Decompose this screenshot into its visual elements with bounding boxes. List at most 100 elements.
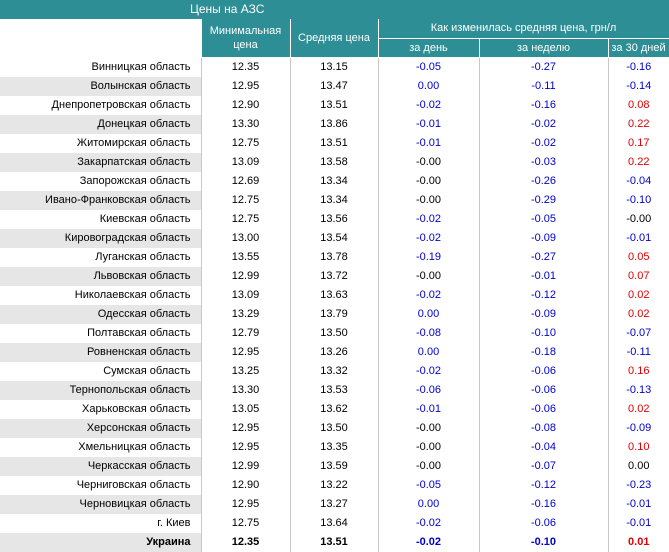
day-change-cell: -0.05 bbox=[377, 476, 479, 495]
month-change-cell: -0.13 bbox=[607, 381, 669, 400]
region-name: Николаевская область bbox=[74, 289, 191, 301]
table-row: Житомирская область 12.75 13.51 -0.01 -0.02 0… bbox=[0, 134, 669, 153]
avg-price-cell: 13.51 bbox=[289, 96, 378, 115]
week-change-cell: -0.02 bbox=[478, 115, 608, 134]
table-row: г. Киев 12.75 13.64 -0.02 -0.06 -0.01 bbox=[0, 514, 669, 533]
month-change-cell: 0.16 bbox=[607, 362, 669, 381]
week-change-cell: -0.27 bbox=[478, 57, 608, 77]
month-change-cell: 0.22 bbox=[607, 115, 669, 134]
region-name: Киевская область bbox=[99, 213, 191, 225]
month-change-cell: 0.02 bbox=[607, 286, 669, 305]
month-change-cell: 0.00 bbox=[607, 457, 669, 476]
avg-price-header: Средняя цена bbox=[290, 19, 379, 58]
table-row: Полтавская область 12.79 13.50 -0.08 -0.10 -0… bbox=[0, 324, 669, 343]
region-name: Ивано-Франковская область bbox=[0, 191, 201, 210]
day-change-cell: -0.02 bbox=[377, 210, 479, 229]
region-name: Ровненская область bbox=[0, 343, 201, 362]
month-change-cell: -0.23 bbox=[607, 476, 669, 495]
table-row: Донецкая область 13.30 13.86 -0.01 -0.02 0.22 bbox=[0, 115, 669, 134]
table-row: Черкасская область 12.99 13.59 -0.00 -0.07 0.… bbox=[0, 457, 669, 476]
table-row: Одесская область 13.29 13.79 0.00 -0.09 0.02 bbox=[0, 305, 669, 324]
change-group-header: Как изменилась средняя цена, грн/л bbox=[378, 19, 669, 39]
avg-price-cell: 13.26 bbox=[289, 343, 378, 362]
min-price-cell: 12.75 bbox=[200, 191, 290, 210]
region-name: Днепропетровская область bbox=[51, 99, 191, 111]
week-change-cell: -0.09 bbox=[478, 305, 608, 324]
day-change-cell: -0.00 bbox=[377, 267, 479, 286]
month-change-cell: -0.09 bbox=[607, 419, 669, 438]
avg-price-cell: 13.50 bbox=[289, 324, 378, 343]
region-name: Запорожская область bbox=[79, 175, 191, 187]
avg-price-cell: 13.72 bbox=[289, 267, 378, 286]
region-name: Полтавская область bbox=[87, 327, 191, 339]
table-row: Черниговская область 12.90 13.22 -0.05 -0.12… bbox=[0, 476, 669, 495]
month-change-cell: -0.00 bbox=[607, 210, 669, 229]
month-change-cell: -0.14 bbox=[607, 77, 669, 96]
min-price-cell: 13.30 bbox=[200, 381, 290, 400]
table-row: Херсонская область 12.95 13.50 -0.00 -0.08 -0… bbox=[0, 419, 669, 438]
week-change-cell: -0.26 bbox=[478, 172, 608, 191]
week-change-cell: -0.06 bbox=[478, 362, 608, 381]
month-change-cell: 0.02 bbox=[607, 400, 669, 419]
min-price-cell: 13.05 bbox=[200, 400, 290, 419]
week-change-cell: -0.09 bbox=[478, 229, 608, 248]
month-change-cell: 0.22 bbox=[607, 153, 669, 172]
min-price-cell: 13.09 bbox=[200, 153, 290, 172]
table-row: Харьковская область 13.05 13.62 -0.01 -0.06 0… bbox=[0, 400, 669, 419]
table-row: Днепропетровская область 12.90 13.51 -0.02-… bbox=[0, 96, 669, 115]
day-change-cell: -0.01 bbox=[377, 400, 479, 419]
min-price-cell: 12.75 bbox=[200, 210, 290, 229]
day-change-cell: -0.00 bbox=[377, 457, 479, 476]
month-change-cell: -0.10 bbox=[607, 191, 669, 210]
min-price-cell: 12.75 bbox=[200, 134, 290, 153]
table-row: Луганская область 13.55 13.78 -0.19 -0.27 0.0… bbox=[0, 248, 669, 267]
week-change-cell: -0.06 bbox=[478, 514, 608, 533]
day-change-cell: -0.00 bbox=[377, 172, 479, 191]
week-change-cell: -0.29 bbox=[478, 191, 608, 210]
table-row: Тернопольская область 13.30 13.53 -0.06 -0.0… bbox=[0, 381, 669, 400]
min-price-cell: 12.35 bbox=[200, 57, 290, 77]
region-name: Житомирская область bbox=[76, 137, 191, 149]
week-change-cell: -0.12 bbox=[478, 476, 608, 495]
day-change-cell: -0.02 bbox=[377, 362, 479, 381]
month-change-cell: 0.10 bbox=[607, 438, 669, 457]
week-change-cell: -0.16 bbox=[478, 96, 608, 115]
min-price-cell: 12.75 bbox=[200, 514, 290, 533]
week-change-cell: -0.16 bbox=[478, 495, 608, 514]
table-row: Ровненская область 12.95 13.26 0.00 -0.18 -0.… bbox=[0, 343, 669, 362]
week-change-cell: -0.06 bbox=[478, 400, 608, 419]
month-change-cell: -0.01 bbox=[607, 229, 669, 248]
week-change-cell: -0.11 bbox=[478, 77, 608, 96]
per-day-header: за день bbox=[378, 38, 480, 58]
min-price-cell: 12.90 bbox=[200, 476, 290, 495]
week-change-cell: -0.27 bbox=[478, 248, 608, 267]
min-price-cell: 12.99 bbox=[200, 457, 290, 476]
avg-price-cell: 13.35 bbox=[289, 438, 378, 457]
day-change-cell: -0.01 bbox=[377, 115, 479, 134]
day-change-cell: 0.00 bbox=[377, 77, 479, 96]
day-change-cell: 0.00 bbox=[377, 305, 479, 324]
month-change-cell: 0.08 bbox=[607, 96, 669, 115]
avg-price-cell: 13.27 bbox=[289, 495, 378, 514]
fuel-prices-table: Минимальная цена Средняя цена Как измени… bbox=[0, 19, 669, 552]
min-price-header: Минимальная цена bbox=[201, 19, 291, 58]
min-price-cell: 13.30 bbox=[200, 115, 290, 134]
day-change-cell: 0.00 bbox=[377, 343, 479, 362]
table-row: Ивано-Франковская область 12.75 13.34 -0.00… bbox=[0, 191, 669, 210]
region-name: Винницкая область bbox=[91, 61, 191, 73]
avg-price-cell: 13.34 bbox=[289, 172, 378, 191]
region-name: Кировоградская область bbox=[0, 229, 201, 248]
table-title: Цены на АЗС bbox=[0, 0, 669, 19]
min-price-cell: 12.95 bbox=[200, 419, 290, 438]
table-row: Запорожская область 12.69 13.34 -0.00 -0.26-… bbox=[0, 172, 669, 191]
min-price-cell: 12.95 bbox=[200, 77, 290, 96]
min-price-cell: 12.99 bbox=[200, 267, 290, 286]
day-change-cell: -0.02 bbox=[377, 286, 479, 305]
week-change-cell: -0.12 bbox=[478, 286, 608, 305]
region-name: Херсонская область bbox=[0, 419, 201, 438]
avg-price-cell: 13.51 bbox=[289, 134, 378, 153]
week-change-cell: -0.02 bbox=[478, 134, 608, 153]
region-name: Луганская область bbox=[95, 251, 191, 263]
region-name: Донецкая область bbox=[0, 115, 201, 134]
day-change-cell: -0.02 bbox=[377, 96, 479, 115]
